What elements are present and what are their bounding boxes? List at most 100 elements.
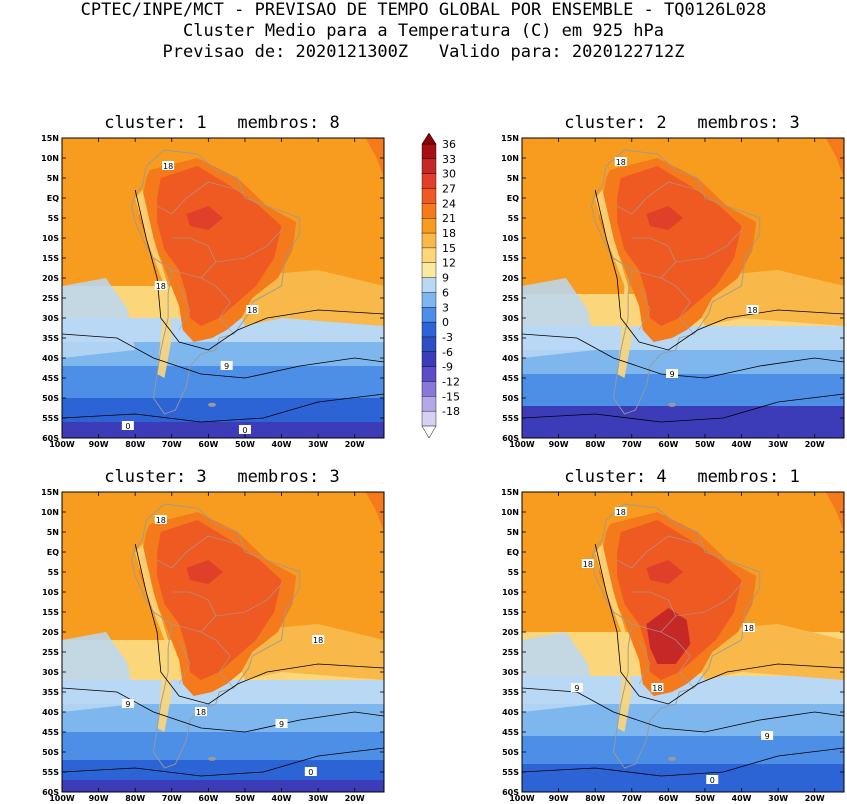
coastline xyxy=(591,149,761,415)
panel-1-title: cluster: 1 membros: 8 xyxy=(104,113,340,133)
lon-label: 100W xyxy=(509,794,535,803)
lat-label: 55S xyxy=(42,414,59,423)
lat-label: EQ xyxy=(507,548,519,557)
temperature-field: 18 18 9 xyxy=(522,138,844,438)
lat-label: 50S xyxy=(42,748,59,757)
svg-text:18: 18 xyxy=(196,708,206,717)
warm-zone-24 xyxy=(617,520,742,680)
country-border xyxy=(616,535,698,569)
lat-label: 5S xyxy=(508,214,520,223)
contour-label: 18 xyxy=(746,305,759,315)
contour-label: 18 xyxy=(312,635,325,645)
hot-zone-27-north xyxy=(646,560,683,584)
contour-label: 9 xyxy=(666,369,679,379)
colorbar-label: 27 xyxy=(442,183,456,196)
lat-label: 60S xyxy=(502,788,519,797)
lon-label: 30W xyxy=(308,794,328,803)
svg-text:0: 0 xyxy=(710,776,715,785)
lon-label: 20W xyxy=(345,794,365,803)
contour-label: 0 xyxy=(121,421,134,431)
africa-edge xyxy=(825,138,844,178)
lon-label: 20W xyxy=(805,794,825,803)
lon-label: 60W xyxy=(658,440,678,449)
country-border xyxy=(616,181,698,215)
lon-label: 90W xyxy=(549,440,569,449)
contour-label: 0 xyxy=(304,767,317,777)
contour-line xyxy=(134,189,384,351)
svg-text:18: 18 xyxy=(313,636,323,645)
colorbar-swatch xyxy=(421,351,437,368)
lon-label: 30W xyxy=(308,440,328,449)
lat-label: 60S xyxy=(42,434,59,443)
lat-label: 5S xyxy=(48,568,60,577)
lat-label: 55S xyxy=(502,414,519,423)
lat-label: 25S xyxy=(42,648,59,657)
lat-label: 15N xyxy=(41,134,59,143)
lat-label: 45S xyxy=(42,728,59,737)
colorbar-swatch xyxy=(421,410,437,427)
contour-label: 18 xyxy=(614,507,627,517)
country-border xyxy=(660,277,695,335)
contour-line xyxy=(62,393,384,423)
temperature-band xyxy=(522,736,844,764)
africa-edge xyxy=(365,492,384,532)
andes-cool-strip xyxy=(595,544,632,732)
map-frame xyxy=(521,137,845,439)
lon-label: 90W xyxy=(549,794,569,803)
colorbar-label: -9 xyxy=(442,361,453,374)
colorbar-top-arrow xyxy=(421,132,437,145)
lat-label: 45S xyxy=(42,374,59,383)
lat-label: 10N xyxy=(41,154,59,163)
contour-label: 18 xyxy=(742,623,755,633)
lat-label: 35S xyxy=(42,334,59,343)
lon-label: 90W xyxy=(89,440,109,449)
colorbar-swatch xyxy=(421,247,437,264)
lon-label: 70W xyxy=(622,794,642,803)
lat-label: 25S xyxy=(42,294,59,303)
colorbar-swatch xyxy=(421,396,437,412)
lon-label: 40W xyxy=(732,440,752,449)
andes-cool-strip xyxy=(135,544,172,732)
lat-label: 15N xyxy=(501,134,519,143)
panel-2-title: cluster: 2 membros: 3 xyxy=(564,113,800,133)
lon-label: 50W xyxy=(235,794,255,803)
svg-text:18: 18 xyxy=(156,282,166,291)
contour-label: 18 xyxy=(651,683,664,693)
temperature-band xyxy=(62,398,384,422)
svg-text:18: 18 xyxy=(163,162,173,171)
contour-line xyxy=(134,543,384,705)
country-border xyxy=(215,229,282,263)
warm-zone-24 xyxy=(617,166,742,326)
lat-label: 40S xyxy=(502,354,519,363)
africa-edge xyxy=(365,138,384,178)
colorbar-swatch xyxy=(421,232,437,249)
map-panel-3: 18 18 18 9 9 0 15N 10N 5N EQ 5S 10S 15S 20S 25S 30S 35S 4… xyxy=(41,488,385,803)
temperature-band xyxy=(62,760,384,780)
lat-label: 25S xyxy=(502,648,519,657)
lon-label: 90W xyxy=(89,794,109,803)
lon-label: 30W xyxy=(768,794,788,803)
colorbar-swatch xyxy=(421,307,437,323)
lat-label: 10N xyxy=(41,508,59,517)
lat-label: 55S xyxy=(502,768,519,777)
contour-label: 9 xyxy=(761,731,774,741)
lon-label: 100W xyxy=(509,440,535,449)
hot-zone-27-north xyxy=(646,206,683,230)
svg-text:18: 18 xyxy=(156,516,166,525)
colorbar-label: 33 xyxy=(442,153,456,166)
colorbar-label: 30 xyxy=(442,168,456,181)
contour-label: 18 xyxy=(154,281,167,291)
lat-label: 45S xyxy=(502,728,519,737)
colorbar-swatch xyxy=(421,381,437,397)
andes-cool-strip xyxy=(135,190,172,378)
lon-label: 50W xyxy=(695,440,715,449)
svg-text:0: 0 xyxy=(125,422,130,431)
lat-label: 20S xyxy=(502,274,519,283)
lon-label: 40W xyxy=(732,794,752,803)
lat-label: 15N xyxy=(41,488,59,497)
lat-label: 20S xyxy=(42,628,59,637)
lat-label: 30S xyxy=(42,668,59,677)
lat-label: EQ xyxy=(47,548,59,557)
temperature-band xyxy=(522,406,844,438)
colorbar-swatch xyxy=(421,366,437,382)
